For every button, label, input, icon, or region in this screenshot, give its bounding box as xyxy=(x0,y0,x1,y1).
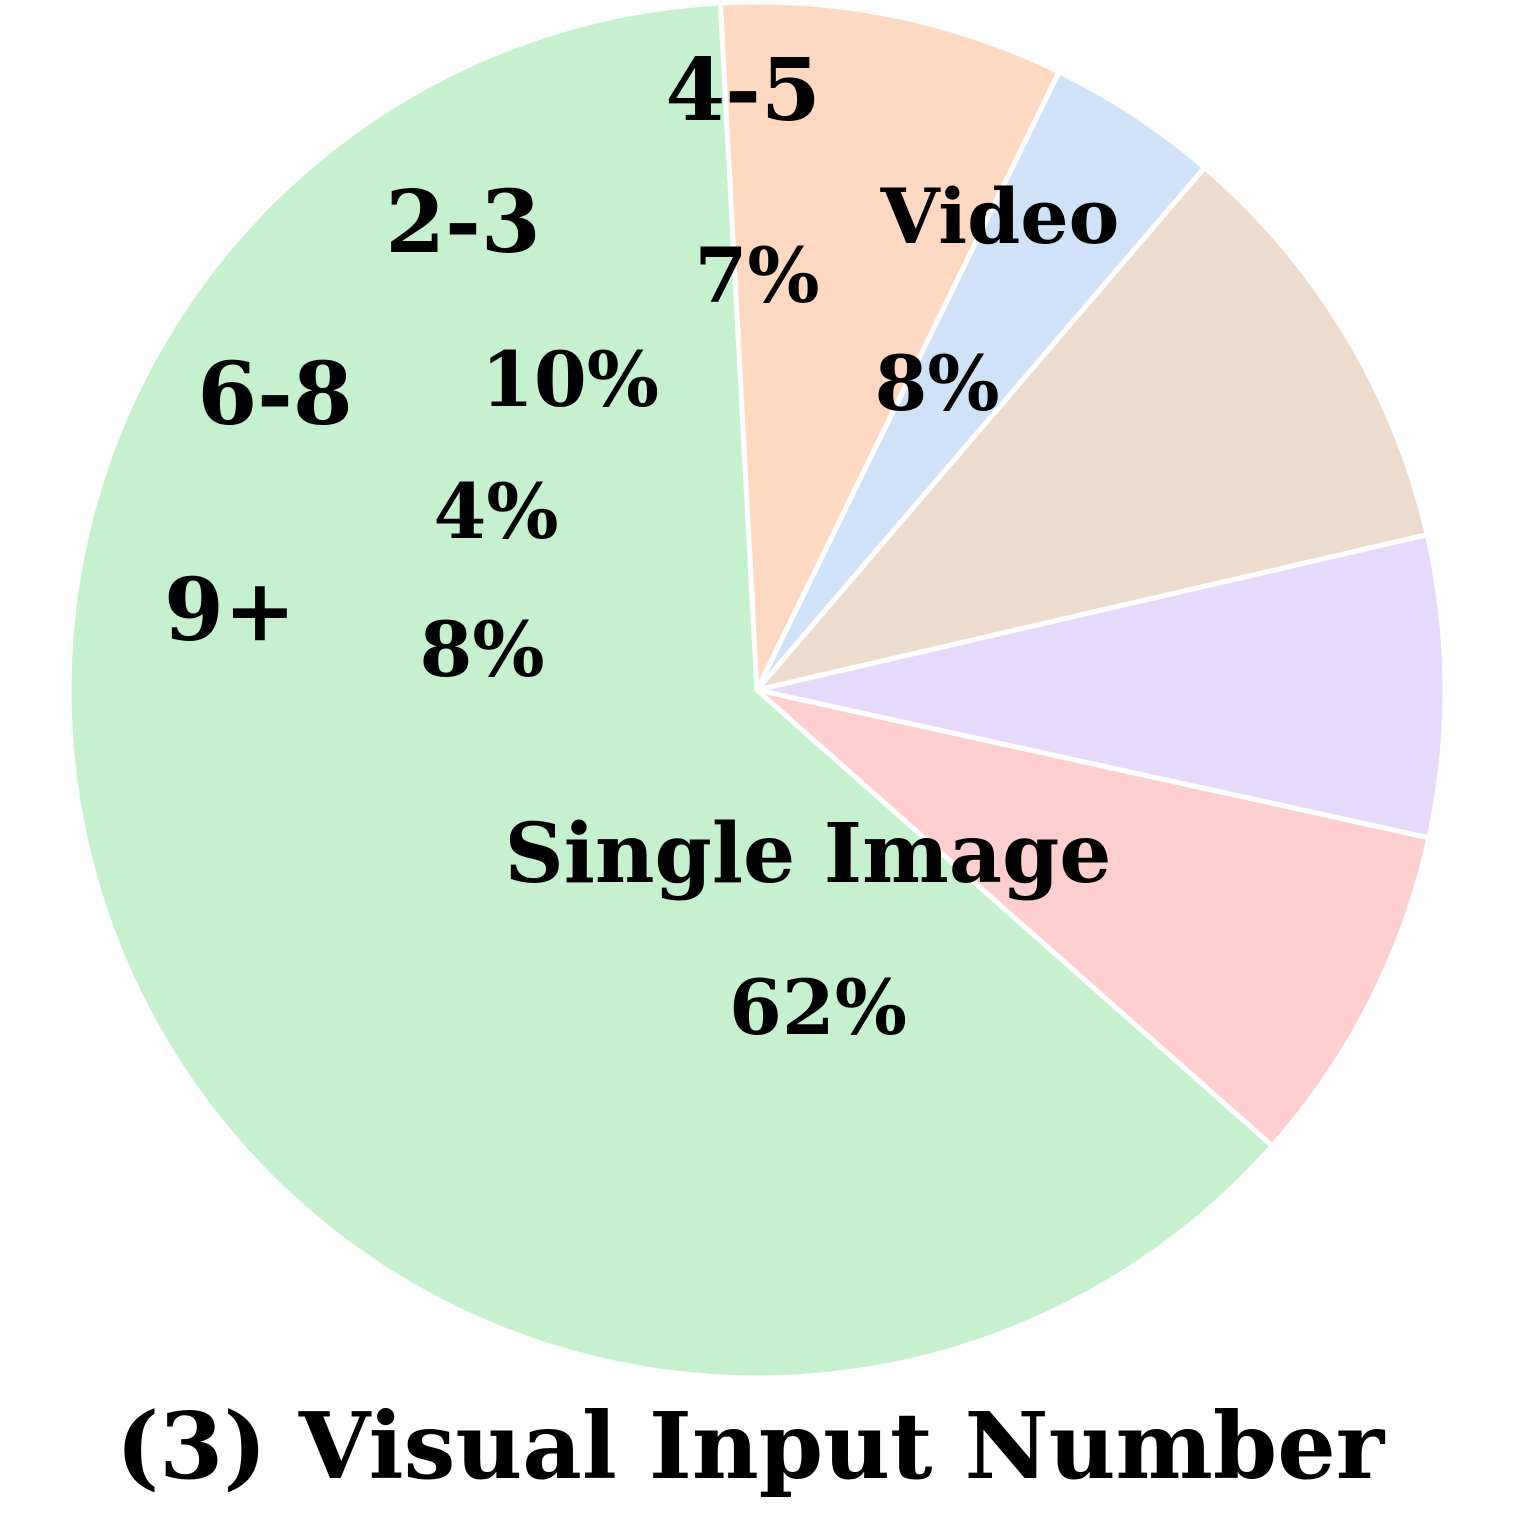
slice-name-label: 4-5 xyxy=(665,40,820,141)
pie-slice-single-image xyxy=(66,0,1275,1381)
slice-name-label: 6-8 xyxy=(197,344,352,445)
pie-slice-4-5 xyxy=(754,532,1448,841)
slice-value-label: 8% xyxy=(874,339,999,428)
slice-name-label: 2-3 xyxy=(385,172,540,273)
chart-title: (3) Visual Input Number xyxy=(116,1392,1386,1500)
pie-labels: Single Image 62% 9+ 8% 6-8 4% 2-3 10% 4-5 7% Video… xyxy=(164,40,1119,1052)
slice-value-label: 4% xyxy=(433,467,558,556)
slice-name-label: 9+ xyxy=(164,560,296,661)
slice-value-label: 10% xyxy=(481,335,659,424)
slice-name-label: Single Image xyxy=(505,806,1112,902)
pie-slice-9- xyxy=(717,0,1062,693)
pie-slice-video xyxy=(754,687,1432,1149)
pie-slices xyxy=(66,0,1448,1381)
slice-value-label: 62% xyxy=(729,963,907,1052)
slice-value-label: 8% xyxy=(419,605,544,694)
slice-value-label: 7% xyxy=(694,231,819,320)
slice-name-label: Video xyxy=(880,172,1120,261)
pie-slice-2-3 xyxy=(754,165,1430,693)
